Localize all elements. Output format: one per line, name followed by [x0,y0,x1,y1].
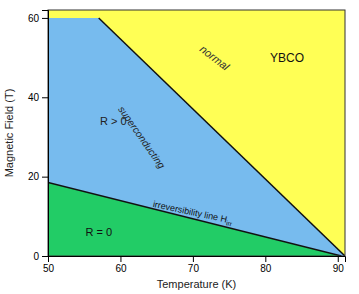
boundary-line [48,183,341,256]
tick-mark [42,177,48,178]
tick: 90 [333,256,345,274]
region [48,10,345,256]
annotation-text: normal [198,43,232,73]
annotation: R = 0 [85,226,112,238]
tick-label: 60 [28,13,40,24]
tick-label: 80 [260,263,272,274]
tick-mark [265,256,266,262]
tick: 60 [115,256,127,274]
x-axis-title: Temperature (K) [157,278,236,290]
region [48,18,345,256]
chart: 50 60 70 80 90 0 20 40 60 Temperature (K) Magnetic… [0,0,359,294]
axis-line [42,11,49,257]
plot-area [48,10,345,256]
tick-mark [120,256,121,262]
annotation-subscript: irr [226,219,234,227]
annotation: superconducting [117,104,168,171]
x-axis: 50 60 70 80 90 [43,256,346,274]
tick-label: 60 [115,263,127,274]
y-axis-title: Magnetic Field (T) [3,89,15,178]
tick: 70 [188,256,200,274]
tick-mark [42,97,48,98]
tick: 60 [28,13,48,24]
tick: 40 [28,92,48,103]
y-axis: 0 20 40 60 [28,11,49,262]
annotation-text: superconducting [117,104,168,171]
tick-label: 70 [188,263,200,274]
annotations: YBCO normal superconductingR > 0 irreversib… [85,43,304,239]
annotation: R > 0 [100,115,127,127]
tick-label: 0 [33,251,39,262]
tick-label: 90 [333,263,345,274]
tick-label: 50 [43,263,55,274]
tick: 80 [260,256,272,274]
annotation-text: YBCO [270,51,304,65]
annotation-text: R > 0 [100,115,127,127]
tick-label: 40 [28,92,40,103]
annotation-text: R = 0 [85,226,112,238]
boundary-line [99,18,345,256]
tick-mark [193,256,194,262]
tick-mark [338,256,339,262]
annotation: normal [198,43,232,73]
tick-mark [42,18,48,19]
tick: 20 [28,171,48,182]
tick-mark [42,256,48,257]
axis-line [49,257,346,263]
tick-label: 20 [28,171,40,182]
annotation: YBCO [270,51,304,65]
annotation-text: irreversibility line H [152,199,228,224]
plot-frame [48,10,345,256]
tick: 50 [43,256,55,274]
tick: 0 [33,251,48,262]
annotation: irreversibility line Hirr [152,199,235,227]
